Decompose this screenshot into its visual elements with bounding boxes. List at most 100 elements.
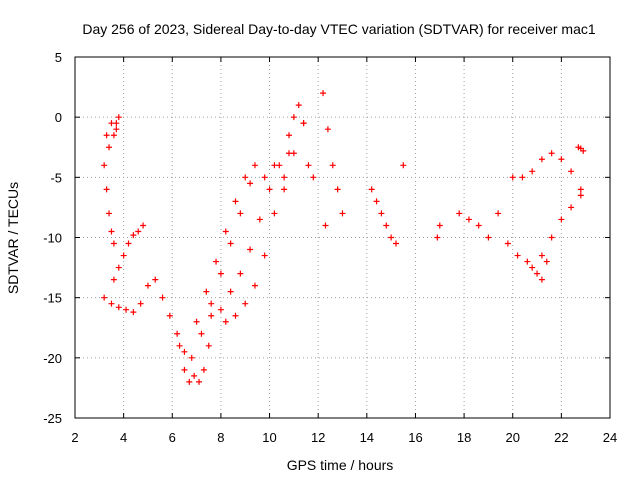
- data-point: [393, 240, 399, 247]
- series-arc-noon: [320, 90, 346, 229]
- data-point: [251, 282, 258, 289]
- data-point: [140, 222, 147, 229]
- data-point: [108, 228, 115, 235]
- data-point: [103, 132, 110, 139]
- data-point: [529, 264, 536, 271]
- data-point: [217, 306, 224, 313]
- data-points: [101, 90, 587, 385]
- data-point: [222, 318, 229, 325]
- data-point: [101, 294, 108, 301]
- data-point: [198, 330, 205, 337]
- series-arc-peak: [281, 102, 317, 193]
- data-point: [548, 234, 555, 241]
- data-point: [144, 282, 151, 289]
- x-tick-label: 12: [311, 430, 325, 445]
- data-point: [196, 378, 203, 385]
- data-point: [242, 174, 249, 181]
- data-point: [271, 210, 278, 217]
- series-arc-sparse: [434, 222, 443, 241]
- data-point: [130, 232, 137, 239]
- x-tick-label: 24: [603, 430, 617, 445]
- data-point: [538, 156, 545, 163]
- data-point: [113, 126, 120, 133]
- data-point: [247, 180, 254, 187]
- data-point: [558, 156, 565, 163]
- series-arc-night-low: [534, 258, 550, 283]
- data-point: [115, 304, 122, 311]
- data-point: [475, 222, 482, 229]
- data-point: [368, 186, 375, 193]
- data-point: [103, 186, 110, 193]
- data-point: [115, 114, 122, 121]
- data-point: [456, 210, 463, 217]
- chart-title: Day 256 of 2023, Sidereal Day-to-day VTE…: [82, 21, 595, 37]
- y-tick-label: -5: [50, 170, 62, 185]
- data-point: [181, 366, 188, 373]
- y-tick-label: -20: [43, 351, 62, 366]
- grid-lines: [75, 57, 610, 418]
- data-point: [538, 276, 545, 283]
- data-point: [181, 348, 188, 355]
- data-point: [514, 252, 521, 259]
- data-point: [256, 216, 263, 223]
- series-arc-rising-1: [110, 222, 147, 283]
- y-tick-label: 5: [55, 50, 62, 65]
- data-point: [305, 162, 312, 169]
- series-arc-rise-b: [193, 162, 278, 325]
- data-point: [186, 378, 193, 385]
- x-tick-label: 2: [71, 430, 78, 445]
- data-point: [217, 270, 224, 277]
- data-point: [110, 276, 117, 283]
- data-point: [101, 162, 108, 169]
- data-point: [548, 150, 555, 157]
- data-point: [113, 120, 120, 127]
- data-point: [208, 300, 215, 307]
- data-point: [110, 240, 117, 247]
- data-point: [310, 174, 317, 181]
- data-point: [232, 198, 239, 205]
- data-point: [281, 174, 288, 181]
- data-point: [222, 228, 229, 235]
- data-point: [558, 216, 565, 223]
- data-point: [504, 240, 511, 247]
- y-tick-label: -25: [43, 411, 62, 426]
- data-point: [227, 240, 234, 247]
- data-point: [436, 222, 443, 229]
- data-point: [191, 372, 198, 379]
- data-point: [130, 309, 137, 316]
- x-tick-label: 18: [457, 430, 471, 445]
- x-tick-label: 14: [360, 430, 374, 445]
- data-point: [159, 294, 166, 301]
- data-point: [524, 258, 531, 265]
- data-point: [188, 354, 195, 361]
- data-point: [568, 204, 575, 211]
- data-point: [152, 276, 159, 283]
- data-point: [334, 186, 341, 193]
- data-point: [232, 312, 239, 319]
- data-point: [281, 186, 288, 193]
- series-arc-early-high: [101, 114, 122, 247]
- data-point: [213, 258, 220, 265]
- data-point: [276, 162, 283, 169]
- series-arc-rise-d: [222, 120, 307, 325]
- data-point: [290, 114, 297, 121]
- data-point: [200, 366, 207, 373]
- x-tick-label: 4: [120, 430, 127, 445]
- data-point: [529, 168, 536, 175]
- data-point: [580, 147, 587, 154]
- data-point: [434, 234, 441, 241]
- data-point: [519, 174, 526, 181]
- data-point: [339, 210, 346, 217]
- data-point: [261, 252, 268, 259]
- data-point: [322, 222, 329, 229]
- data-point: [465, 216, 472, 223]
- data-point: [400, 162, 407, 169]
- y-axis-label: SDTVAR / TECUs: [5, 182, 21, 294]
- data-point: [538, 252, 545, 259]
- data-point: [251, 162, 258, 169]
- data-point: [534, 270, 541, 277]
- data-point: [115, 264, 122, 271]
- x-axis-label: GPS time / hours: [287, 457, 394, 473]
- data-point: [577, 186, 584, 193]
